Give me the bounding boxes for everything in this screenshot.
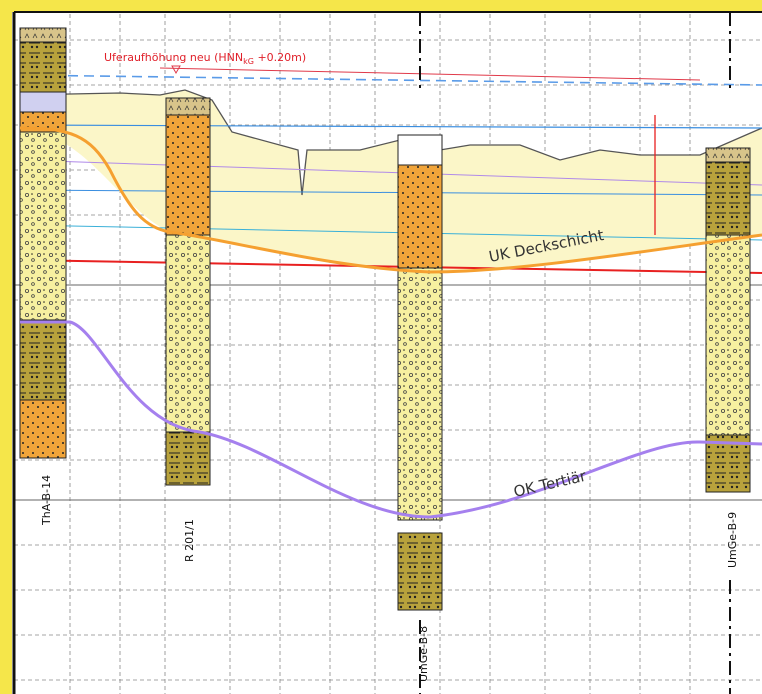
design-level <box>159 67 701 81</box>
borehole-segment <box>705 161 751 236</box>
terrain-line <box>19 89 762 196</box>
borehole-segment <box>19 27 67 43</box>
borehole-segment <box>397 532 443 611</box>
borehole-segment <box>397 134 443 166</box>
borehole-segment <box>165 234 211 433</box>
frame-strip <box>0 0 762 12</box>
borehole-segment <box>19 91 67 113</box>
water-level <box>19 224 762 241</box>
red-boundary <box>19 259 762 274</box>
borehole-segment <box>165 114 211 236</box>
flood-level <box>19 74 762 86</box>
water-level <box>19 124 762 129</box>
borehole-label: UmGe-B-9 <box>726 512 739 568</box>
annotation-suffix: +0.20m) <box>254 51 306 64</box>
borehole-segment <box>165 431 211 486</box>
borehole-segment <box>397 164 443 269</box>
borehole-segment <box>165 97 211 116</box>
annotation-subscript: kG <box>243 57 254 66</box>
bank-raise-annotation: Uferaufhöhung neu (HNNkG +0.20m) <box>104 51 306 66</box>
ok-tertiaer-curve <box>20 320 762 519</box>
borehole-segment <box>19 131 67 321</box>
frame-strip <box>0 0 12 694</box>
water-level <box>19 189 762 196</box>
uk-deckschicht-curve <box>19 126 762 274</box>
borehole-segment <box>397 267 443 521</box>
borehole-label: UmGe-B-8 <box>417 626 430 682</box>
borehole-segment <box>705 147 751 163</box>
annotation-text: Uferaufhöhung neu (HNN <box>104 51 243 64</box>
borehole-segment <box>19 41 67 93</box>
borehole-segment <box>705 234 751 436</box>
ok-tertiaer-label: OK Tertiär <box>512 467 589 501</box>
borehole-segment <box>19 319 67 401</box>
borehole-segment <box>19 399 67 459</box>
borehole-label: ThA-B-14 <box>40 475 53 526</box>
borehole-label: R 201/1 <box>183 519 196 562</box>
triangle-marker <box>171 65 181 75</box>
water-level <box>19 159 762 186</box>
